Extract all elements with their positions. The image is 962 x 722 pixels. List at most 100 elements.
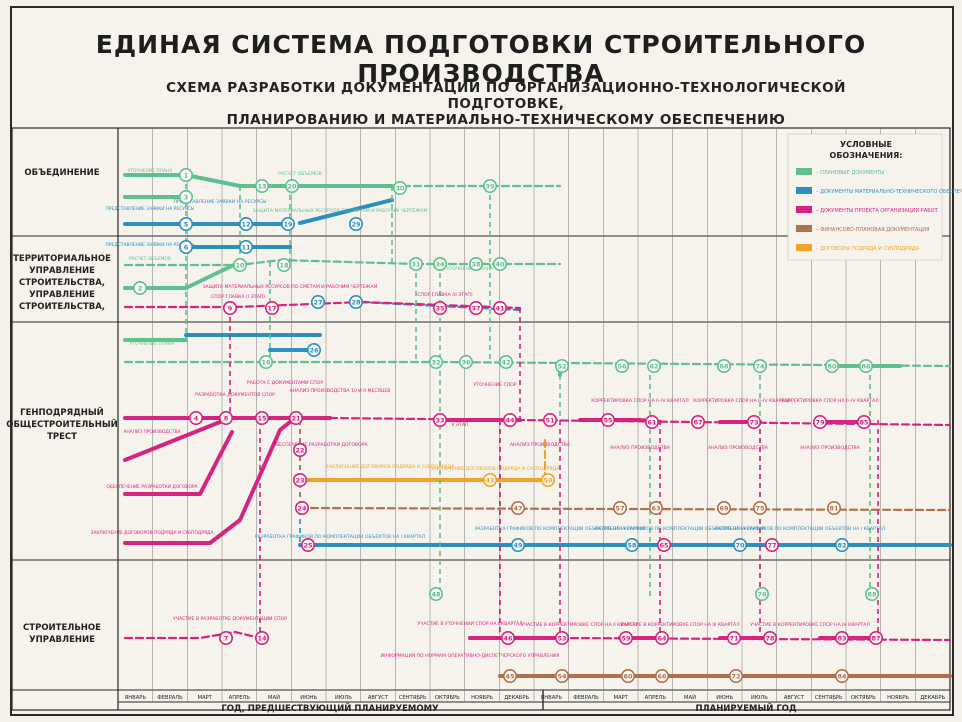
flow-node-number: 13 — [257, 182, 266, 190]
flow-node-circle — [762, 630, 777, 645]
flow-note: СПОР ГЛАВКА (I ЭТАП) — [211, 294, 265, 300]
flow-note: ИНФОРМАЦИЯ ПО НОРМАМ ОПЕРАТИВНО-ДИСПЕТЧЕ… — [381, 653, 560, 659]
flow-node-number: 14 — [257, 634, 267, 642]
flow-node: 4 — [189, 410, 204, 425]
flow-node-circle — [482, 179, 497, 194]
flow-node-circle — [856, 414, 871, 429]
subtitle-line-1: СХЕМА РАЗРАБОТКИ ДОКУМЕНТАЦИИ ПО ОРГАНИЗ… — [166, 80, 846, 112]
flow-node-number: 85 — [859, 418, 869, 426]
flow-node: 64 — [654, 630, 669, 645]
flow-note: РАЗРАБОТКА ГРАФИКОВ ПО КОМПЛЕКТАЦИИ ОБЪЕ… — [715, 526, 885, 532]
flow-note: ЗАКЛЮЧЕНИЕ ДОГОВОРОВ ПОДРЯДА И СУБПОДРЯД… — [431, 466, 561, 472]
flow-node: 53 — [554, 630, 569, 645]
month-label: АВГУСТ — [368, 695, 389, 701]
month-label: АВГУСТ — [784, 695, 805, 701]
flow-node: 40 — [492, 256, 507, 271]
flow-note: УЧАСТИЕ В УТОЧНЕНИИ СПОР НА I КВАРТАЛ — [417, 621, 522, 627]
flow-note: КОРРЕКТИРОВКА СПОР НА II–IV КВАРТАЛ — [693, 398, 790, 404]
legend-swatch — [796, 187, 812, 194]
flow-node-number: 78 — [765, 634, 775, 642]
flow-note: АНАЛИЗ ПРОИЗВОДСТВА — [510, 442, 571, 448]
flow-node-circle — [432, 256, 447, 271]
flow-node: 84 — [834, 668, 849, 683]
flow-node-circle — [554, 358, 569, 373]
flow-node-number: 4 — [194, 414, 199, 422]
flow-node-number: 30 — [395, 184, 405, 192]
flow-node-number: 19 — [283, 220, 293, 228]
flow-node-number: 49 — [513, 541, 523, 549]
flow-node-number: 54 — [557, 672, 567, 680]
flow-node: 87 — [868, 630, 883, 645]
flow-node-circle — [858, 358, 873, 373]
flow-node-circle — [554, 668, 569, 683]
flow-node-number: 11 — [241, 243, 251, 251]
flow-node: 8 — [219, 410, 234, 425]
poster-frame — [10, 6, 954, 716]
legend-items: – ПЛАНОВЫЕ ДОКУМЕНТЫ – ДОКУМЕНТЫ МАТЕРИАЛ… — [796, 168, 962, 252]
flow-node-circle — [179, 190, 194, 205]
flow-node: 18 — [276, 257, 291, 272]
month-label: ФЕВРАЛЬ — [157, 695, 183, 701]
month-label: АПРЕЛЬ — [229, 695, 251, 701]
flow-node: 73 — [746, 414, 761, 429]
flow-node-circle — [646, 358, 661, 373]
flow-node-number: 42 — [501, 358, 510, 366]
flow-note: РАБОТА С ДОКУМЕНТАМИ СПОР — [247, 380, 323, 386]
flow-note: УТОЧНЕНИЕ ПЛАНА — [130, 341, 175, 347]
flow-node-circle — [812, 414, 827, 429]
flow-node-number: 65 — [659, 541, 669, 549]
flow-node-number: 70 — [735, 541, 745, 549]
flow-node-number: 3 — [184, 193, 189, 201]
flow-node-circle — [264, 300, 279, 315]
flow-line — [123, 630, 262, 640]
flow-node: 67 — [690, 414, 705, 429]
flow-node-number: 84 — [837, 672, 847, 680]
flow-node-circle — [648, 500, 663, 515]
flow-node-number: 44 — [505, 416, 515, 424]
flow-node-circle — [868, 630, 883, 645]
legend-swatch — [796, 225, 812, 232]
flow-node-circle — [292, 442, 307, 457]
flow-node-number: 41 — [495, 304, 505, 312]
flow-node-circle — [239, 240, 254, 255]
flow-node: 32 — [428, 354, 443, 369]
flow-node-circle — [458, 354, 473, 369]
flow-line — [123, 173, 394, 188]
flow-node-circle — [468, 256, 483, 271]
flow-node-number: 67 — [693, 418, 702, 426]
flow-node: 68 — [716, 358, 731, 373]
flow-node-number: 39 — [485, 182, 495, 190]
flow-node: 88 — [864, 586, 879, 601]
flow-node-circle — [492, 256, 507, 271]
row-label-tu-text: СТРОИТЕЛЬСТВА, — [19, 278, 105, 288]
legend-box — [787, 133, 943, 261]
flow-node-number: 46 — [503, 634, 513, 642]
flow-node: 46 — [500, 630, 515, 645]
flow-node: 49 — [510, 537, 525, 552]
flow-node: 80 — [824, 358, 839, 373]
flow-node: 21 — [288, 410, 303, 425]
flow-note: УТОЧНЕНИЕ ПЛАНА — [128, 168, 173, 174]
flow-node-circle — [276, 257, 291, 272]
flow-note: УТОЧНЕНИЕ СПОР — [473, 382, 516, 388]
flow-node-number: 81 — [829, 504, 839, 512]
flow-node-number: 28 — [351, 298, 361, 306]
flow-node: 2 — [133, 280, 148, 295]
flow-node-number: 10 — [235, 261, 245, 269]
flow-node-circle — [233, 257, 248, 272]
flow-node: 35 — [432, 300, 447, 315]
legend-swatch — [796, 206, 812, 213]
flow-node: 71 — [726, 630, 741, 645]
month-label: ЯНВАРЬ — [125, 695, 147, 701]
month-label: НОЯБРЬ — [887, 695, 909, 701]
flow-node-circle — [510, 537, 525, 552]
flow-node-number: 76 — [757, 590, 767, 598]
row-label-tu-text: УПРАВЛЕНИЕ — [29, 290, 95, 300]
flow-node: 51 — [542, 412, 557, 427]
flow-node-circle — [554, 630, 569, 645]
flow-note: АНАЛИЗ ПРОИЗВОДСТВА — [708, 445, 769, 451]
flow-line — [123, 430, 234, 496]
flow-note: КОРРЕКТИРОВКА СПОР НА II–IV КВАРТАЛ — [781, 398, 878, 404]
legend-swatch — [796, 168, 812, 175]
flow-node-number: 52 — [557, 362, 566, 370]
